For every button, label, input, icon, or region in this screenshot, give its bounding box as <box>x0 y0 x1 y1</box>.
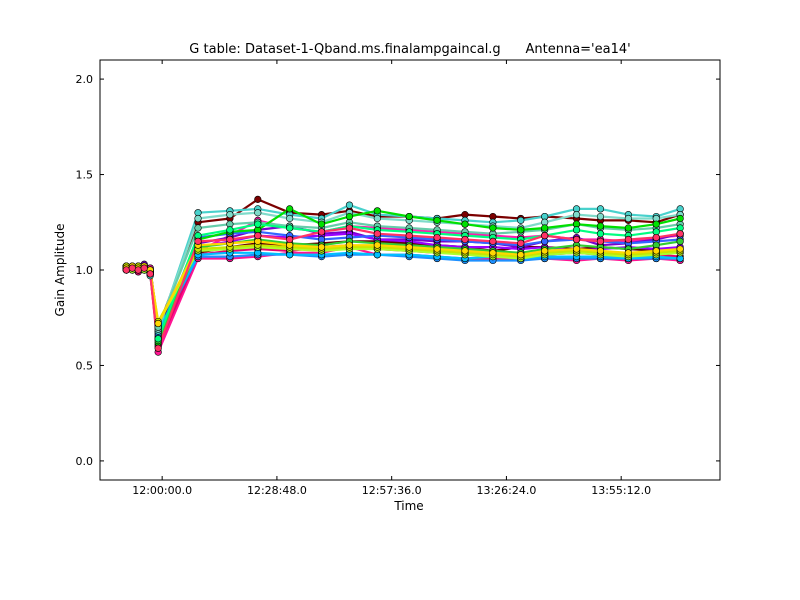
series-point-19-14 <box>433 233 441 242</box>
x-tick-label: 12:57:36.0 <box>362 484 422 497</box>
series-point-10-17 <box>517 216 525 224</box>
series-point-15-20 <box>596 230 605 238</box>
series-point-18-23 <box>676 245 684 253</box>
series-point-19-20 <box>596 237 605 245</box>
series-point-19-2 <box>134 266 142 274</box>
series-point-11-6 <box>194 214 202 223</box>
series-point-19-1 <box>128 264 136 272</box>
series-point-15-9 <box>286 224 294 232</box>
series-point-18-13 <box>405 243 413 251</box>
series-point-11-21 <box>624 214 632 223</box>
y-tick-label: 0.5 <box>76 359 94 372</box>
plot-series <box>122 195 684 356</box>
series-point-19-0 <box>122 266 130 274</box>
series-point-14-23 <box>676 237 684 245</box>
series-point-19-9 <box>286 235 294 244</box>
series-point-15-8 <box>254 220 262 228</box>
series-point-18-17 <box>517 251 525 259</box>
series-point-13-21 <box>624 224 632 232</box>
series-point-11-19 <box>572 211 581 219</box>
series-point-13-15 <box>461 220 469 228</box>
series-point-19-16 <box>489 237 497 245</box>
series-point-19-7 <box>226 235 234 244</box>
axis-ticks: 12:00:00.0 12:28:48.0 12:57:36.0 13:26:24.0… <box>76 60 720 497</box>
series-point-18-18 <box>541 247 549 255</box>
series-point-19-6 <box>194 237 202 245</box>
series-point-19-18 <box>541 232 549 240</box>
series-point-13-9 <box>286 205 294 213</box>
series-point-13-23 <box>676 214 684 223</box>
series-point-10-20 <box>596 205 605 213</box>
series-point-12-6 <box>194 224 202 232</box>
x-tick-label: 13:26:24.0 <box>476 484 536 497</box>
series-point-13-18 <box>541 224 549 232</box>
series-point-13-20 <box>596 222 605 230</box>
series-point-11-7 <box>226 211 234 219</box>
series-point-13-22 <box>652 220 660 228</box>
y-tick-label: 0.0 <box>76 455 94 468</box>
chart-title: G table: Dataset-1-Qband.ms.finalampgain… <box>189 42 630 57</box>
x-axis-label: Time <box>393 499 423 513</box>
series-point-13-14 <box>433 216 441 224</box>
plot-frame <box>99 59 721 481</box>
series-point-18-10 <box>317 243 326 251</box>
series-point-18-14 <box>433 245 441 253</box>
y-axis-label: Gain Amplitude <box>53 224 67 317</box>
series-point-19-21 <box>624 235 632 244</box>
series-point-18-15 <box>461 247 469 255</box>
series-point-19-13 <box>405 232 413 240</box>
series-point-0-8 <box>254 195 262 203</box>
series-point-18-20 <box>596 247 605 255</box>
series-point-13-13 <box>405 212 413 221</box>
series-point-18-22 <box>652 247 660 255</box>
series-point-15-5 <box>154 335 162 343</box>
series-point-18-5 <box>154 319 162 328</box>
series-point-11-20 <box>596 212 605 221</box>
series-point-13-17 <box>517 226 525 234</box>
series-point-11-8 <box>254 209 262 217</box>
series-point-19-4 <box>146 270 154 278</box>
series-point-18-11 <box>345 241 354 249</box>
x-tick-label: 13:55:12.0 <box>591 484 651 497</box>
series-point-13-10 <box>317 220 326 228</box>
series-point-19-17 <box>517 239 525 247</box>
x-tick-label: 12:00:00.0 <box>132 484 192 497</box>
series-point-19-3 <box>140 264 148 272</box>
x-tick-label: 12:28:48.0 <box>247 484 307 497</box>
series-point-19-11 <box>345 224 354 232</box>
series-point-15-7 <box>226 226 234 234</box>
series-point-10-11 <box>345 201 354 209</box>
series-point-13-11 <box>345 212 354 221</box>
series-point-18-16 <box>489 249 497 257</box>
series-point-19-8 <box>254 232 262 240</box>
series-point-19-10 <box>317 228 326 236</box>
series-point-19-5 <box>154 344 162 352</box>
series-point-15-19 <box>572 226 581 234</box>
series-point-19-12 <box>373 230 381 238</box>
y-tick-label: 1.0 <box>76 264 94 277</box>
series-point-13-12 <box>373 207 381 215</box>
series-point-18-12 <box>373 241 381 249</box>
series-point-19-23 <box>676 230 684 238</box>
series-point-19-22 <box>652 233 660 242</box>
y-tick-label: 1.5 <box>76 169 94 182</box>
series-point-13-16 <box>489 224 497 232</box>
series-point-18-21 <box>624 249 632 257</box>
y-tick-label: 2.0 <box>76 73 94 86</box>
series-point-19-15 <box>461 235 469 244</box>
series-point-18-19 <box>572 245 581 253</box>
series-point-11-9 <box>286 214 294 223</box>
series-point-19-19 <box>572 235 581 244</box>
series-point-11-12 <box>373 214 381 223</box>
